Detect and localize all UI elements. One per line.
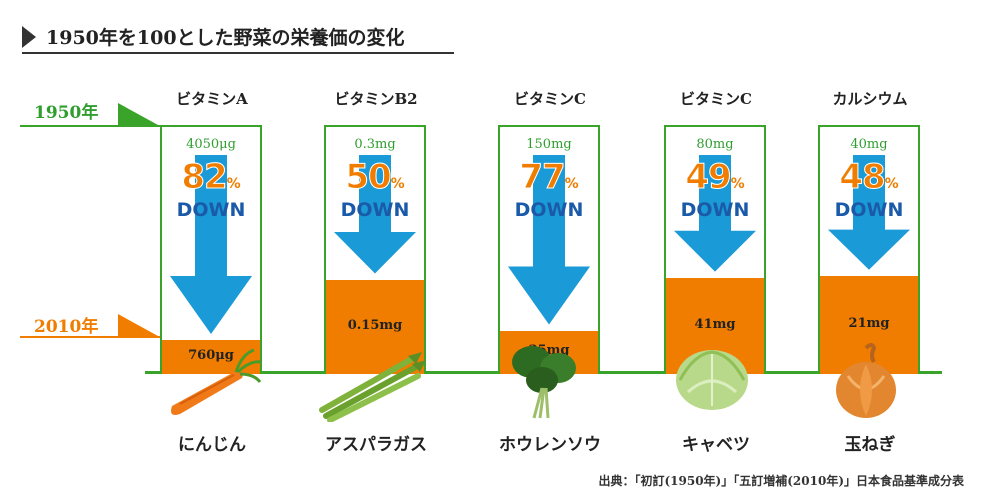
column-asparagus: ビタミンB2 0.3mg 50% DOWN 0.15mg アスパラガス bbox=[319, 78, 428, 455]
year-2010-marker bbox=[118, 314, 158, 336]
onion-icon bbox=[836, 343, 896, 418]
year-1950-line bbox=[20, 125, 160, 127]
carrot-icon bbox=[171, 348, 263, 415]
chart-title-bar: 1950年を100とした野菜の栄養価の変化 bbox=[22, 22, 454, 54]
down-label: DOWN bbox=[514, 199, 584, 221]
percent-down-label: 77% bbox=[519, 157, 579, 198]
column-carrot: ビタミンA 4050μg 82% DOWN 760μg にんじん bbox=[160, 78, 264, 455]
value-1950-label: 150mg bbox=[526, 137, 572, 152]
year-1950-label: 1950年 bbox=[34, 103, 99, 123]
bar-box: 0.3mg 50% DOWN 0.15mg bbox=[324, 125, 426, 374]
vegetable-name: 玉ねぎ bbox=[844, 435, 896, 455]
value-2010-label: 0.15mg bbox=[347, 317, 403, 333]
bar-box: 150mg 77% DOWN 35mg bbox=[498, 125, 600, 374]
down-arrow-icon bbox=[170, 155, 252, 334]
down-arrow-icon bbox=[828, 155, 910, 270]
vegetable-name: にんじん bbox=[178, 435, 246, 455]
value-1950-label: 80mg bbox=[696, 137, 734, 152]
value-2010-label: 760μg bbox=[188, 347, 234, 363]
column-onion: カルシウム 40mg 48% DOWN 21mg 玉ねぎ bbox=[818, 78, 922, 455]
bar-box: 80mg 49% DOWN 41mg bbox=[664, 125, 766, 374]
down-label: DOWN bbox=[340, 199, 410, 221]
bar-box: 4050μg 82% DOWN 760μg bbox=[160, 125, 262, 374]
nutrient-label: ビタミンC bbox=[514, 90, 586, 108]
year-1950-marker bbox=[118, 103, 158, 125]
value-1950-label: 40mg bbox=[850, 137, 888, 152]
down-arrow-icon bbox=[334, 155, 416, 274]
percent-down-label: 50% bbox=[345, 157, 405, 198]
bar-2010 bbox=[820, 275, 918, 374]
nutrient-label: ビタミンC bbox=[680, 90, 752, 108]
down-label: DOWN bbox=[176, 199, 246, 221]
year-2010-line bbox=[20, 336, 160, 338]
down-label: DOWN bbox=[834, 199, 904, 221]
value-2010-label: 21mg bbox=[848, 315, 890, 331]
percent-down-label: 49% bbox=[685, 157, 745, 198]
spinach-icon bbox=[512, 346, 576, 419]
value-1950-label: 0.3mg bbox=[354, 137, 396, 152]
down-arrow-icon bbox=[508, 155, 590, 325]
percent-down-label: 82% bbox=[181, 157, 241, 198]
title-triangle-icon bbox=[22, 26, 36, 48]
vegetable-name: ホウレンソウ bbox=[499, 435, 601, 455]
nutrient-label: ビタミンA bbox=[176, 90, 248, 108]
value-2010-label: 41mg bbox=[694, 316, 736, 332]
column-cabbage: ビタミンC 80mg 49% DOWN 41mg キャベツ bbox=[664, 78, 768, 455]
nutrient-label: カルシウム bbox=[832, 90, 908, 108]
year-2010-label: 2010年 bbox=[34, 317, 99, 337]
vegetable-name: キャベツ bbox=[682, 435, 750, 455]
value-1950-label: 4050μg bbox=[186, 137, 236, 152]
down-arrow-icon bbox=[674, 155, 756, 272]
percent-down-label: 48% bbox=[839, 157, 899, 198]
bar-box: 40mg 48% DOWN 21mg bbox=[818, 125, 920, 374]
chart-title: 1950年を100とした野菜の栄養価の変化 bbox=[46, 27, 405, 49]
column-spinach: ビタミンC 150mg 77% DOWN 35mg ホウレンソウ bbox=[498, 78, 602, 455]
asparagus-icon bbox=[319, 352, 426, 422]
down-label: DOWN bbox=[680, 199, 750, 221]
source-note: 出典：「初訂(1950年)」「五訂増補(2010年)」日本食品基準成分表 bbox=[598, 474, 964, 488]
cabbage-icon bbox=[676, 350, 748, 410]
vegetable-name: アスパラガス bbox=[325, 435, 427, 455]
nutrient-label: ビタミンB2 bbox=[334, 90, 418, 108]
